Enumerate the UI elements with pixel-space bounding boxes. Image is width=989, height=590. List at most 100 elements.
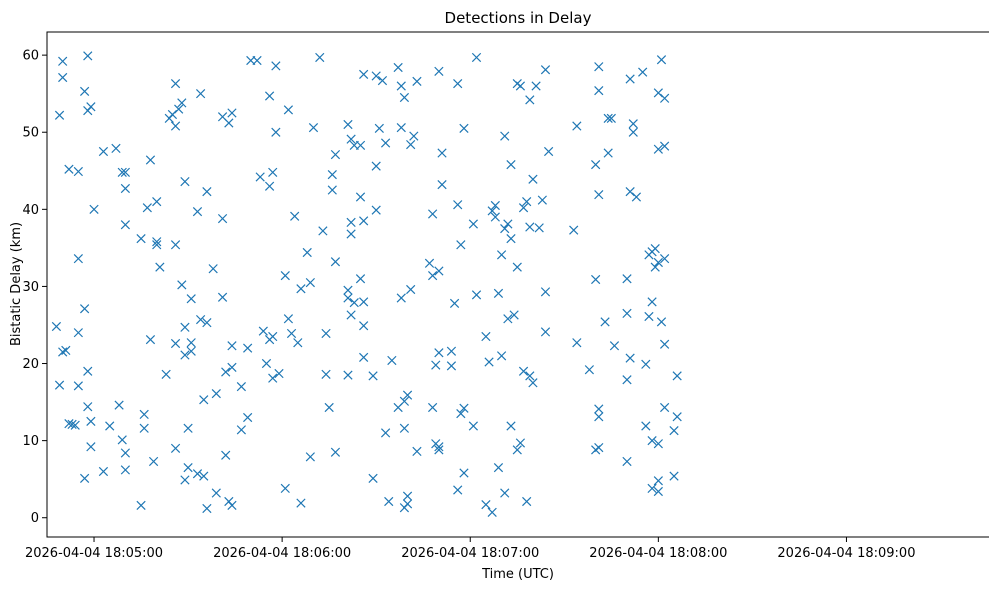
- data-point: [221, 450, 231, 460]
- data-point: [192, 469, 203, 479]
- data-point: [136, 500, 146, 511]
- data-point: [434, 66, 444, 76]
- data-point: [192, 207, 203, 217]
- data-point: [631, 192, 642, 202]
- data-point: [355, 274, 366, 284]
- data-point: [73, 254, 83, 264]
- data-point: [500, 223, 510, 234]
- data-point: [195, 314, 206, 325]
- data-point: [434, 348, 444, 358]
- data-point: [609, 341, 620, 351]
- data-point: [120, 465, 131, 475]
- data-point: [594, 190, 604, 200]
- data-point: [296, 284, 306, 294]
- data-point: [399, 92, 410, 103]
- data-point: [224, 118, 234, 128]
- data-point: [221, 367, 231, 377]
- data-point: [569, 225, 579, 235]
- data-point: [324, 402, 334, 413]
- data-point: [531, 81, 541, 91]
- data-point: [227, 341, 237, 351]
- data-point: [625, 353, 635, 363]
- data-point: [459, 403, 469, 413]
- data-point: [368, 371, 378, 381]
- data-point: [343, 119, 353, 130]
- data-point: [393, 62, 403, 73]
- data-point: [572, 338, 582, 348]
- data-point: [650, 262, 660, 272]
- data-point: [327, 185, 337, 195]
- data-point: [61, 345, 71, 356]
- data-point: [264, 91, 275, 101]
- data-point: [656, 55, 667, 65]
- data-point: [70, 420, 80, 430]
- data-point: [258, 326, 268, 336]
- data-point: [170, 443, 181, 453]
- data-point: [515, 438, 526, 448]
- data-point: [183, 423, 193, 433]
- data-point: [195, 89, 206, 99]
- data-point: [402, 491, 413, 501]
- data-point: [290, 211, 300, 221]
- data-point: [305, 452, 315, 462]
- y-tick-label: 10: [22, 434, 39, 449]
- data-point: [268, 331, 278, 342]
- data-point: [434, 266, 444, 276]
- data-point: [437, 180, 447, 190]
- data-point: [396, 122, 406, 133]
- data-point: [355, 192, 366, 202]
- data-point: [145, 155, 156, 165]
- data-point: [155, 262, 165, 272]
- data-point: [349, 297, 359, 308]
- data-point: [534, 223, 544, 233]
- data-point: [117, 167, 127, 177]
- data-point: [659, 141, 670, 151]
- data-point: [628, 127, 638, 137]
- data-point: [500, 488, 510, 498]
- data-point: [481, 331, 491, 342]
- data-point: [202, 503, 212, 514]
- data-point: [406, 139, 416, 150]
- data-point: [647, 436, 657, 446]
- data-point: [343, 285, 353, 295]
- data-point: [493, 462, 504, 473]
- data-point: [672, 412, 682, 422]
- data-point: [54, 110, 65, 120]
- data-point: [591, 159, 601, 170]
- data-point: [268, 167, 278, 177]
- data-point: [399, 423, 410, 433]
- data-point: [359, 297, 369, 307]
- data-point: [659, 254, 670, 264]
- data-point: [243, 343, 253, 353]
- data-point: [120, 220, 131, 230]
- data-point: [283, 314, 294, 324]
- data-point: [543, 146, 554, 157]
- data-point: [114, 400, 124, 410]
- data-point: [293, 338, 303, 348]
- data-point: [434, 442, 444, 452]
- data-point: [396, 81, 406, 91]
- data-point: [406, 284, 416, 295]
- data-point: [86, 102, 96, 112]
- data-point: [487, 206, 497, 216]
- data-point: [271, 61, 281, 71]
- data-point: [355, 140, 366, 150]
- data-point: [453, 79, 463, 89]
- data-point: [371, 205, 381, 215]
- data-point: [217, 292, 228, 302]
- data-point: [308, 122, 319, 133]
- data-point: [136, 234, 146, 244]
- data-point: [167, 109, 178, 120]
- x-axis-label: Time (UTC): [481, 567, 554, 582]
- data-point: [528, 174, 538, 184]
- data-point: [493, 288, 504, 298]
- data-point: [327, 170, 337, 180]
- data-point: [456, 409, 466, 419]
- data-point: [384, 496, 394, 507]
- data-point: [459, 468, 469, 478]
- data-point: [653, 486, 663, 497]
- data-point: [503, 219, 513, 229]
- data-point: [330, 149, 341, 160]
- data-point: [283, 105, 294, 115]
